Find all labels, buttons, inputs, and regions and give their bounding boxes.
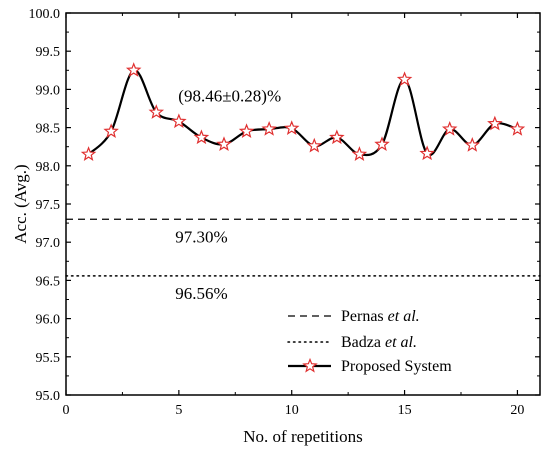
- data-point-star: [419, 145, 435, 161]
- x-tick-label: 15: [398, 403, 412, 418]
- legend-pernas-italic: et al.: [388, 308, 420, 325]
- y-tick-label: 96.0: [36, 313, 61, 328]
- y-tick-label: 99.0: [36, 83, 61, 98]
- y-tick-label: 95.5: [36, 351, 61, 366]
- mean-annotation: (98.46±0.28)%: [178, 86, 281, 105]
- data-point-star: [374, 136, 390, 152]
- y-tick-label: 96.5: [36, 274, 61, 289]
- data-point-star: [125, 62, 142, 77]
- legend: Pernas et al. Badza et al. Proposed Syst…: [287, 308, 452, 375]
- y-tick-label: 95.0: [36, 389, 61, 404]
- x-tick-label: 20: [510, 403, 524, 418]
- y-tick-label: 97.0: [36, 236, 61, 251]
- x-tick-label: 0: [63, 403, 70, 418]
- badza-value-annotation: 96.56%: [175, 284, 227, 303]
- legend-proposed-star-icon: [302, 357, 318, 373]
- data-point-star: [306, 137, 323, 153]
- legend-pernas-label: Pernas et al.: [341, 308, 420, 325]
- pernas-value-annotation: 97.30%: [175, 227, 227, 246]
- legend-badza-label: Badza et al.: [341, 334, 417, 351]
- data-point-star: [80, 146, 97, 161]
- legend-star-marker: [302, 357, 318, 373]
- data-point-star: [487, 115, 503, 131]
- proposed-system-markers: [80, 62, 526, 161]
- data-point-star: [148, 104, 165, 119]
- legend-proposed-label: Proposed System: [341, 358, 452, 375]
- data-point-star: [509, 120, 526, 136]
- y-axis-label: Acc. (Avg.): [11, 164, 30, 243]
- y-tick-label: 98.5: [36, 122, 61, 137]
- data-point-star: [351, 146, 368, 161]
- legend-badza-name: Badza: [341, 334, 385, 351]
- data-point-star: [103, 123, 119, 139]
- data-point-star: [171, 113, 187, 129]
- data-point-star: [238, 123, 255, 139]
- y-axis: 95.0 95.5 96.0 96.5 97.0 97.5 98.0 98.5 99.0 99.5…: [29, 7, 540, 404]
- data-point-star: [283, 120, 300, 135]
- legend-badza-italic: et al.: [385, 334, 417, 351]
- legend-pernas-name: Pernas: [341, 308, 388, 325]
- y-tick-label: 100.0: [29, 7, 61, 22]
- x-tick-label: 5: [175, 403, 182, 418]
- y-tick-label: 99.5: [36, 45, 61, 60]
- data-point-star: [193, 129, 210, 145]
- x-axis: 0 5 10 15 20: [63, 13, 524, 418]
- data-point-star: [396, 71, 413, 87]
- y-tick-label: 97.5: [36, 198, 61, 213]
- x-tick-label: 10: [285, 403, 299, 418]
- data-point-star: [216, 136, 232, 152]
- y-tick-label: 98.0: [36, 160, 61, 175]
- x-axis-label: No. of repetitions: [243, 427, 362, 446]
- data-point-star: [441, 120, 458, 136]
- data-point-star: [261, 120, 277, 136]
- data-point-star: [329, 129, 345, 145]
- data-point-star: [464, 137, 481, 152]
